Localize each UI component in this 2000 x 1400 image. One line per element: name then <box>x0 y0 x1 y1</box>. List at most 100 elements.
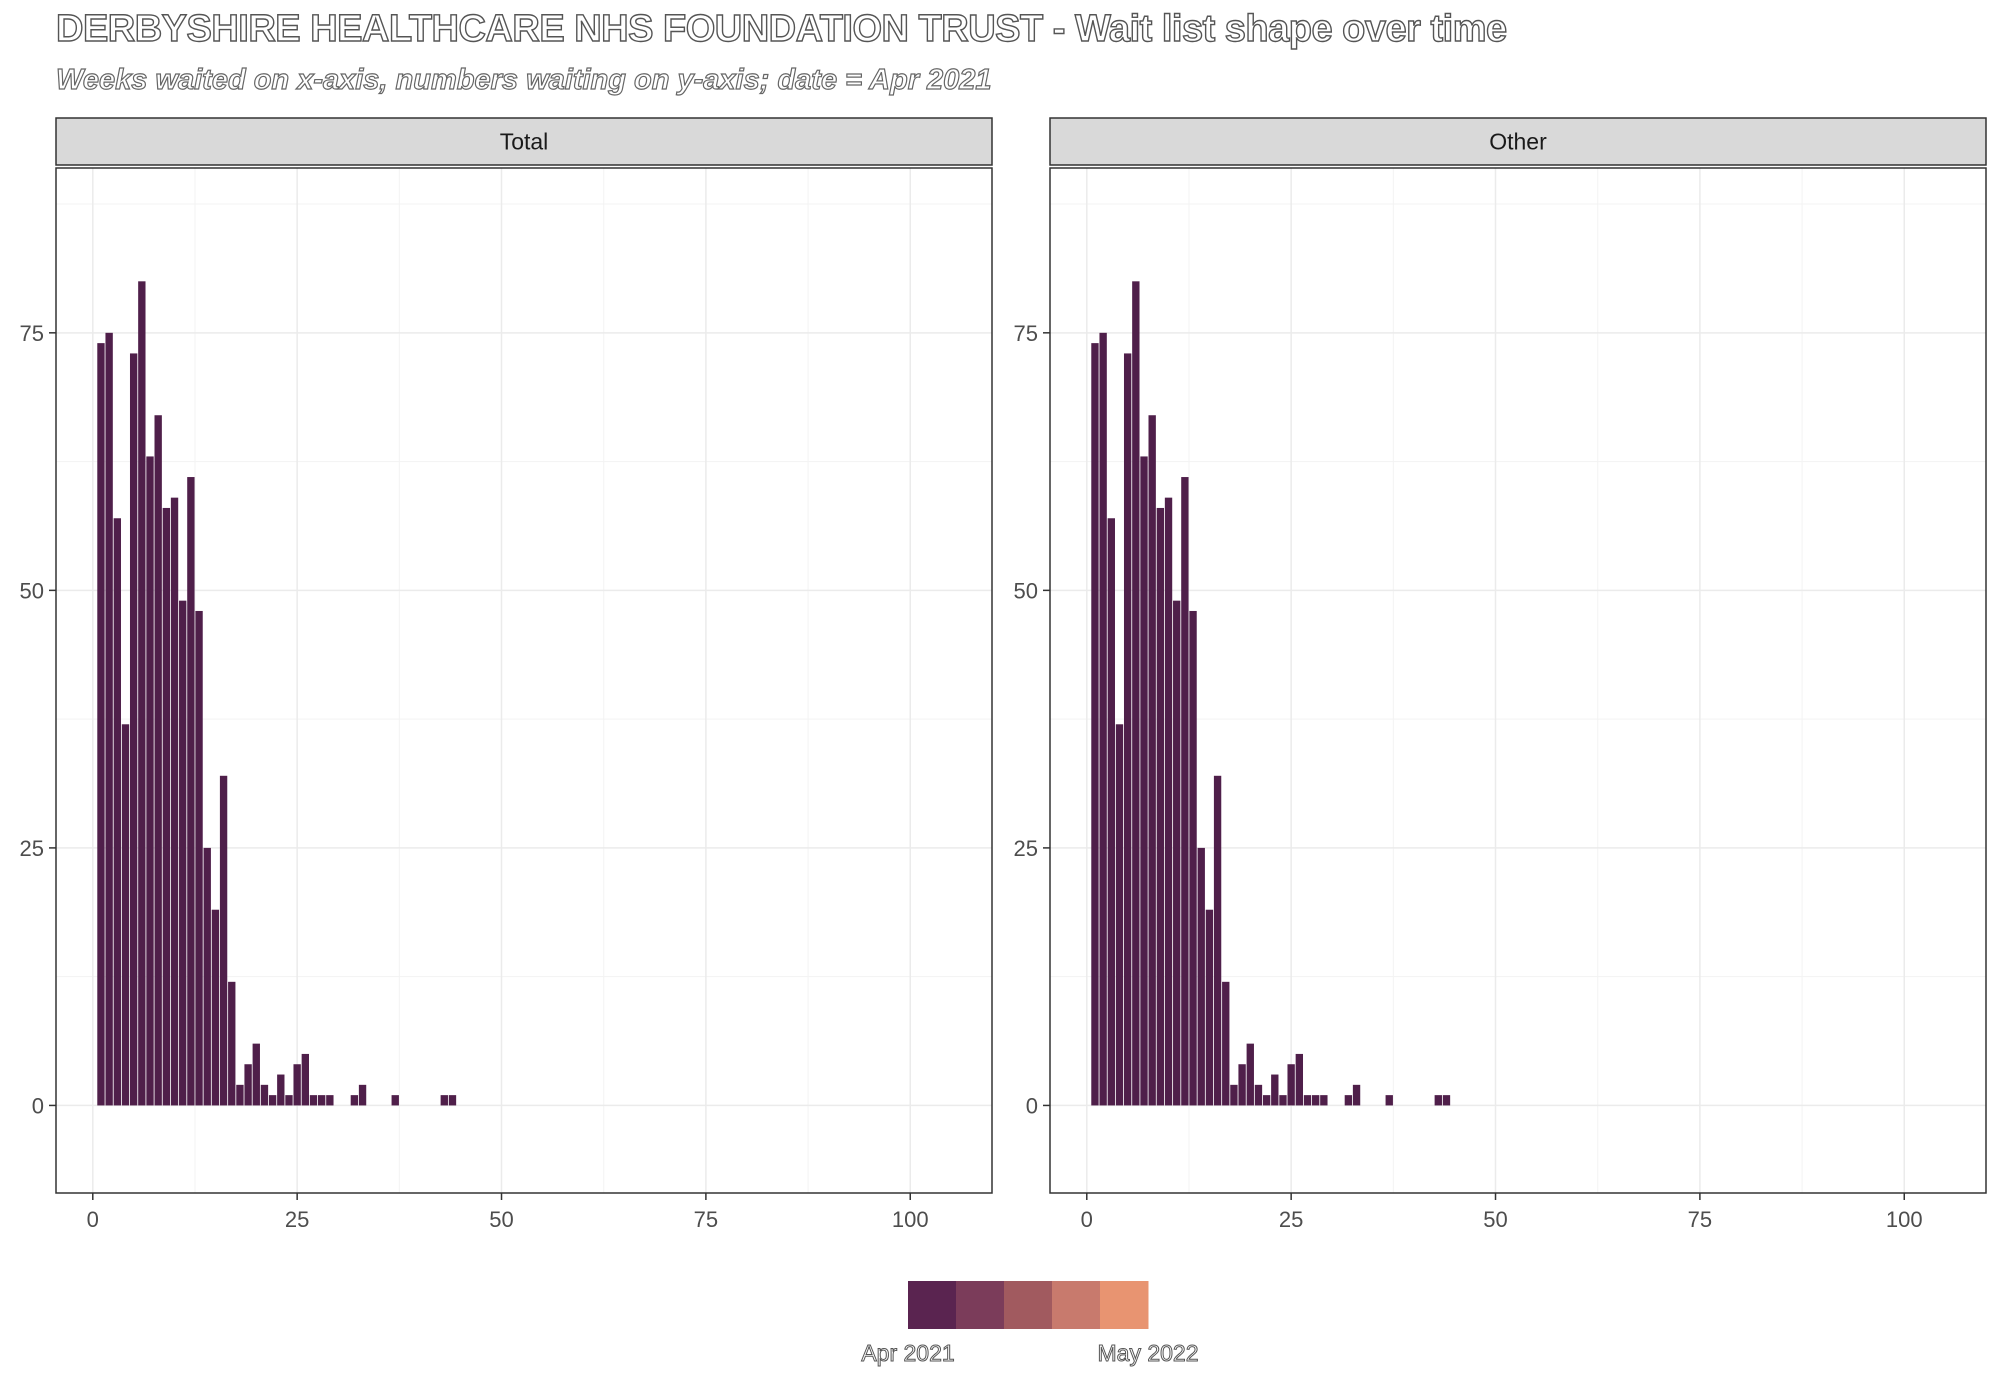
bar <box>350 1095 359 1106</box>
facet-strip <box>55 117 993 166</box>
legend-swatch <box>1004 1281 1053 1329</box>
bar <box>244 1064 252 1106</box>
legend-swatch <box>956 1281 1005 1329</box>
panel-border <box>55 167 993 1194</box>
bar <box>170 497 179 1106</box>
x-tick-label: 75 <box>1688 1207 1712 1232</box>
legend-end-label: May 2022 <box>1097 1340 1199 1367</box>
y-tick-label: 25 <box>1014 836 1038 861</box>
bar <box>268 1095 277 1106</box>
y-tick-label: 50 <box>20 578 44 603</box>
bar <box>1385 1095 1393 1106</box>
bar <box>129 353 138 1106</box>
bar <box>301 1053 310 1106</box>
bar <box>358 1084 367 1106</box>
bar <box>138 281 146 1106</box>
bar <box>293 1064 301 1106</box>
x-tick-label: 75 <box>694 1207 718 1232</box>
bar <box>285 1095 293 1106</box>
bar <box>448 1095 457 1106</box>
legend-colorbar <box>908 1281 1149 1329</box>
bar <box>1148 415 1156 1106</box>
y-tick-label: 50 <box>1014 578 1038 603</box>
bar <box>1181 477 1189 1106</box>
x-tick-label: 0 <box>1081 1207 1093 1232</box>
y-tick-label: 0 <box>32 1093 44 1118</box>
bar <box>187 477 195 1106</box>
bar <box>236 1084 244 1106</box>
x-tick-label: 50 <box>1483 1207 1507 1232</box>
bar <box>211 909 220 1106</box>
facet-strip-label: Other <box>1489 129 1547 155</box>
bar <box>391 1095 399 1106</box>
x-tick-label: 50 <box>489 1207 513 1232</box>
bar <box>105 332 113 1106</box>
bar <box>1123 353 1132 1106</box>
bar <box>1246 1043 1254 1106</box>
bar <box>1164 497 1173 1106</box>
bar <box>1173 600 1181 1106</box>
facet-strip-label: Total <box>500 129 549 155</box>
bar <box>1213 775 1222 1106</box>
bar <box>326 1095 334 1106</box>
legend-swatch <box>1100 1281 1149 1329</box>
bar <box>195 610 203 1106</box>
bar <box>1140 456 1148 1106</box>
y-tick-label: 75 <box>20 321 44 346</box>
chart-subtitle: Weeks waited on x-axis, numbers waiting … <box>55 63 992 96</box>
bar <box>1434 1095 1442 1106</box>
bar <box>1197 847 1205 1106</box>
legend-swatch <box>908 1281 957 1329</box>
bar <box>219 775 228 1106</box>
bar <box>1091 343 1099 1106</box>
bar <box>1156 507 1165 1106</box>
bar <box>1132 281 1140 1106</box>
x-tick-label: 100 <box>892 1207 929 1232</box>
x-tick-label: 0 <box>87 1207 99 1232</box>
bar <box>1238 1064 1246 1106</box>
bar <box>1271 1074 1279 1106</box>
bar <box>203 847 211 1106</box>
panel-border <box>1049 167 1987 1194</box>
legend-swatch <box>1052 1281 1101 1329</box>
bar <box>1344 1095 1353 1106</box>
y-tick-label: 0 <box>1026 1093 1038 1118</box>
panel-other: Other 0 25 50 75 100 0 25 50 75 <box>1014 117 1987 1232</box>
y-tick-label: 75 <box>1014 321 1038 346</box>
x-tick-label: 25 <box>285 1207 309 1232</box>
bar <box>1442 1095 1451 1106</box>
bar <box>1189 610 1197 1106</box>
bar <box>1279 1095 1287 1106</box>
bar <box>317 1095 326 1106</box>
bar <box>179 600 187 1106</box>
facet-strip <box>1049 117 1987 166</box>
bar <box>277 1074 285 1106</box>
bar <box>260 1084 269 1106</box>
bar <box>1320 1095 1328 1106</box>
bar <box>121 724 130 1106</box>
y-tick-label: 25 <box>20 836 44 861</box>
panel-total: Total 0 25 50 75 100 0 25 50 75 <box>20 117 993 1232</box>
bar <box>1352 1084 1361 1106</box>
bar <box>1262 1095 1271 1106</box>
bar <box>1287 1064 1295 1106</box>
bar <box>1303 1095 1312 1106</box>
bar <box>1254 1084 1263 1106</box>
bar <box>1295 1053 1304 1106</box>
bar <box>1107 518 1115 1106</box>
bar <box>113 518 121 1106</box>
bar <box>146 456 154 1106</box>
bar <box>162 507 171 1106</box>
bar <box>252 1043 260 1106</box>
bar <box>1099 332 1107 1106</box>
bar <box>440 1095 448 1106</box>
legend-start-label: Apr 2021 <box>861 1340 955 1367</box>
bar <box>1230 1084 1238 1106</box>
bar <box>1222 981 1230 1106</box>
x-tick-label: 25 <box>1279 1207 1303 1232</box>
bar <box>97 343 105 1106</box>
bar <box>1205 909 1214 1106</box>
bar <box>228 981 236 1106</box>
chart-title: DERBYSHIRE HEALTHCARE NHS FOUNDATION TRU… <box>55 7 1508 50</box>
